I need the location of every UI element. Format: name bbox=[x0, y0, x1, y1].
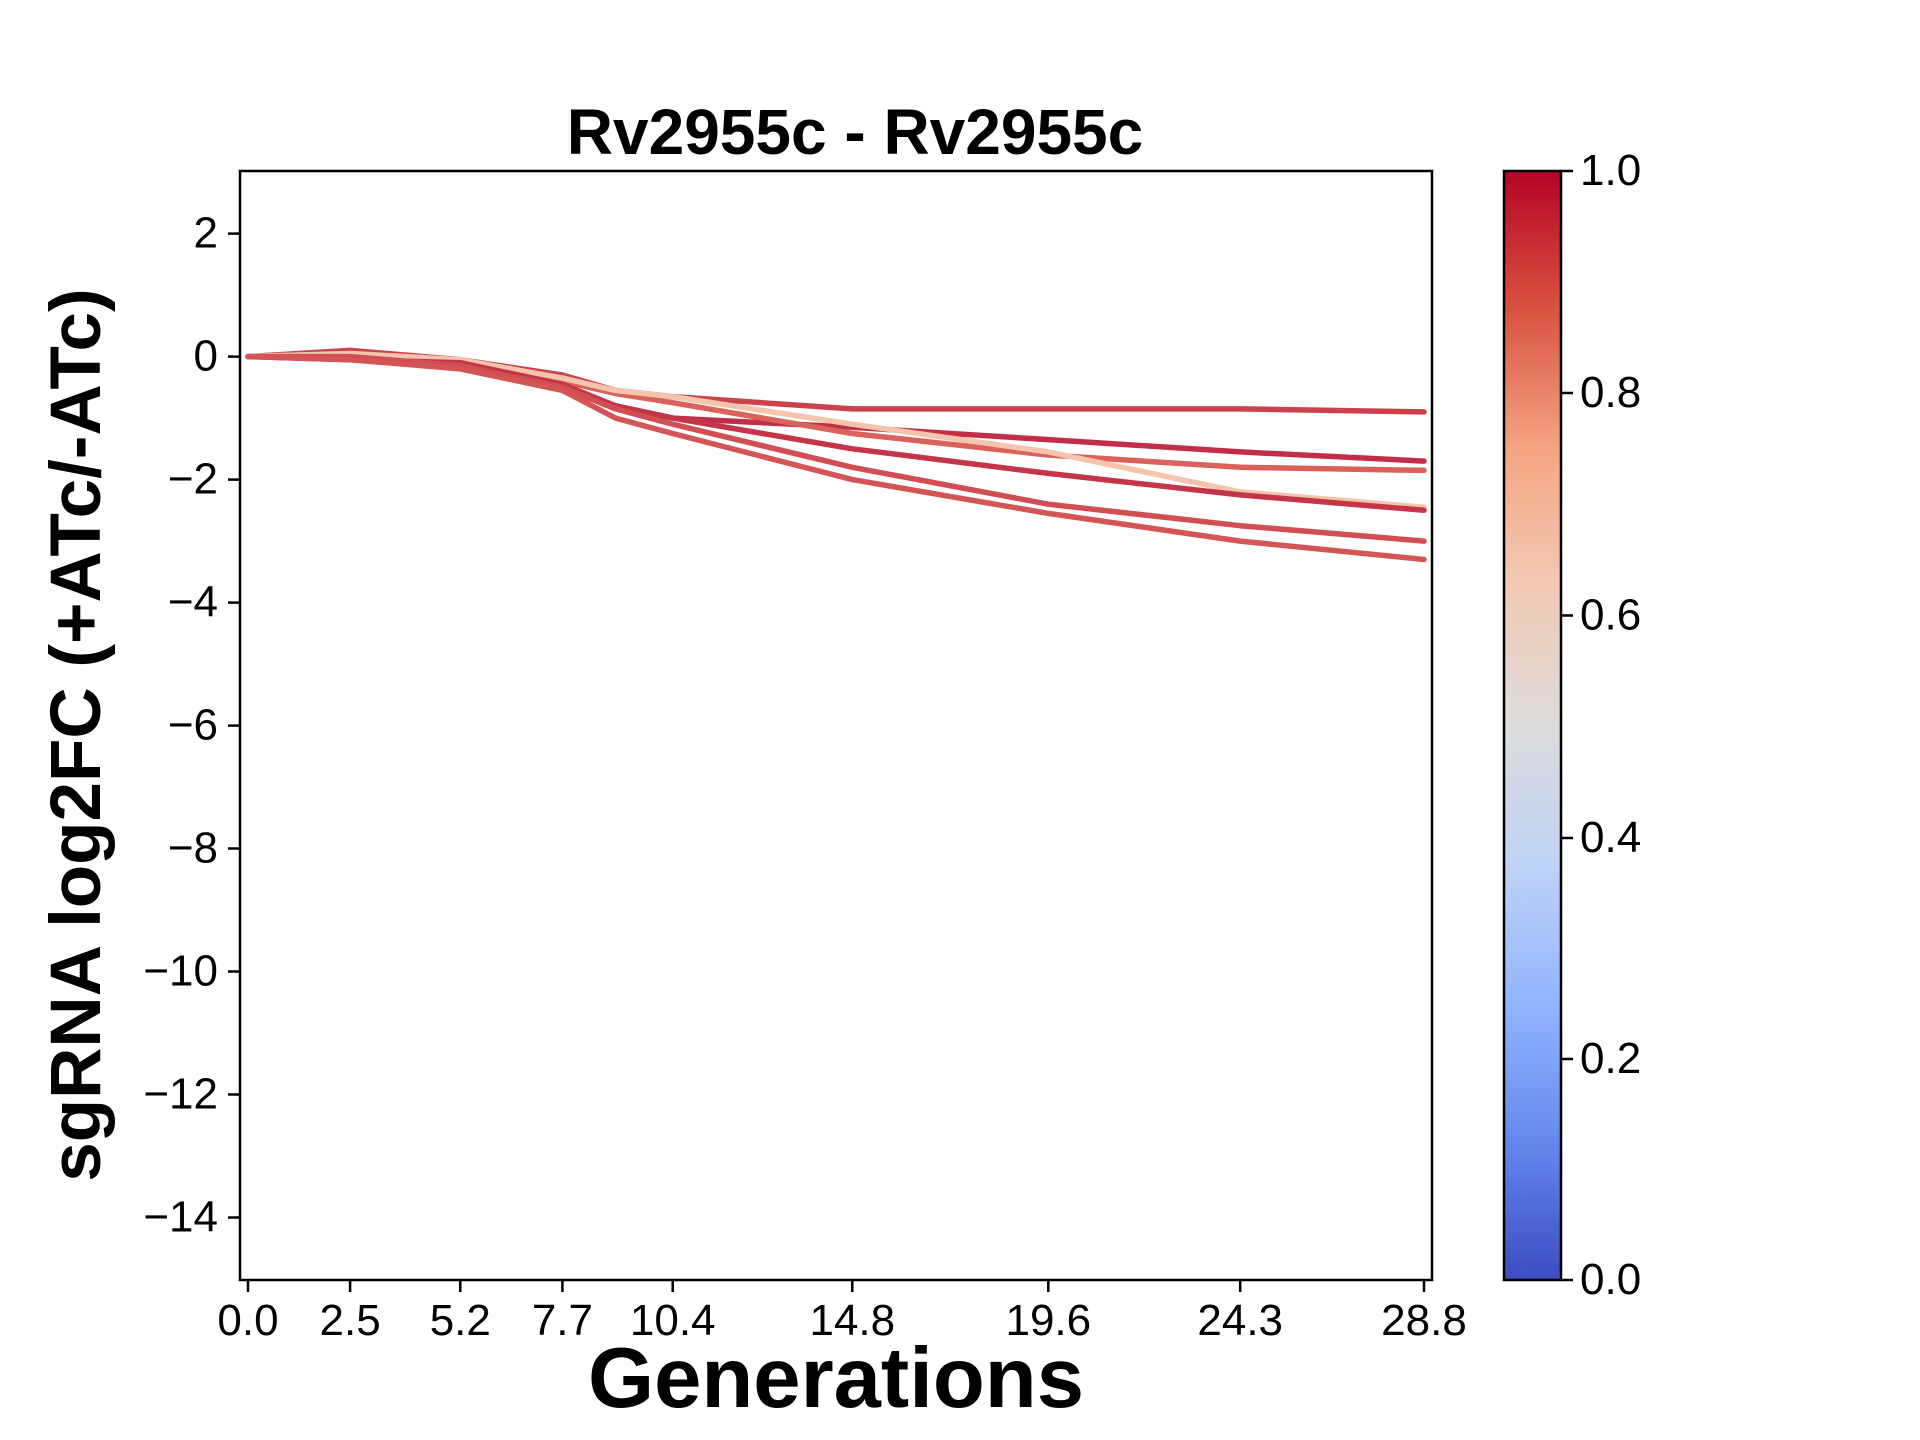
svg-text:0.0: 0.0 bbox=[1580, 1255, 1641, 1304]
svg-text:0.8: 0.8 bbox=[1580, 368, 1641, 417]
svg-text:24.3: 24.3 bbox=[1197, 1296, 1283, 1345]
svg-text:0.4: 0.4 bbox=[1580, 813, 1641, 862]
svg-text:Generations: Generations bbox=[588, 1331, 1084, 1426]
svg-text:−2: −2 bbox=[168, 455, 218, 504]
svg-text:5.2: 5.2 bbox=[430, 1296, 491, 1345]
svg-text:Rv2955c - Rv2955c: Rv2955c - Rv2955c bbox=[567, 96, 1143, 168]
svg-text:−4: −4 bbox=[168, 578, 218, 627]
svg-text:−10: −10 bbox=[143, 947, 218, 996]
svg-text:0.0: 0.0 bbox=[217, 1296, 278, 1345]
svg-text:−14: −14 bbox=[143, 1193, 218, 1242]
svg-text:0.6: 0.6 bbox=[1580, 591, 1641, 640]
svg-text:sgRNA log2FC (+ATc/-ATc): sgRNA log2FC (+ATc/-ATc) bbox=[37, 288, 116, 1181]
svg-text:1.0: 1.0 bbox=[1580, 146, 1641, 195]
svg-text:−12: −12 bbox=[143, 1070, 218, 1119]
svg-text:7.7: 7.7 bbox=[532, 1296, 593, 1345]
svg-text:2.5: 2.5 bbox=[320, 1296, 381, 1345]
svg-text:−6: −6 bbox=[168, 701, 218, 750]
svg-text:28.8: 28.8 bbox=[1381, 1296, 1467, 1345]
svg-text:0: 0 bbox=[194, 332, 218, 381]
svg-text:0.2: 0.2 bbox=[1580, 1034, 1641, 1083]
svg-text:2: 2 bbox=[194, 209, 218, 258]
svg-text:−8: −8 bbox=[168, 824, 218, 873]
